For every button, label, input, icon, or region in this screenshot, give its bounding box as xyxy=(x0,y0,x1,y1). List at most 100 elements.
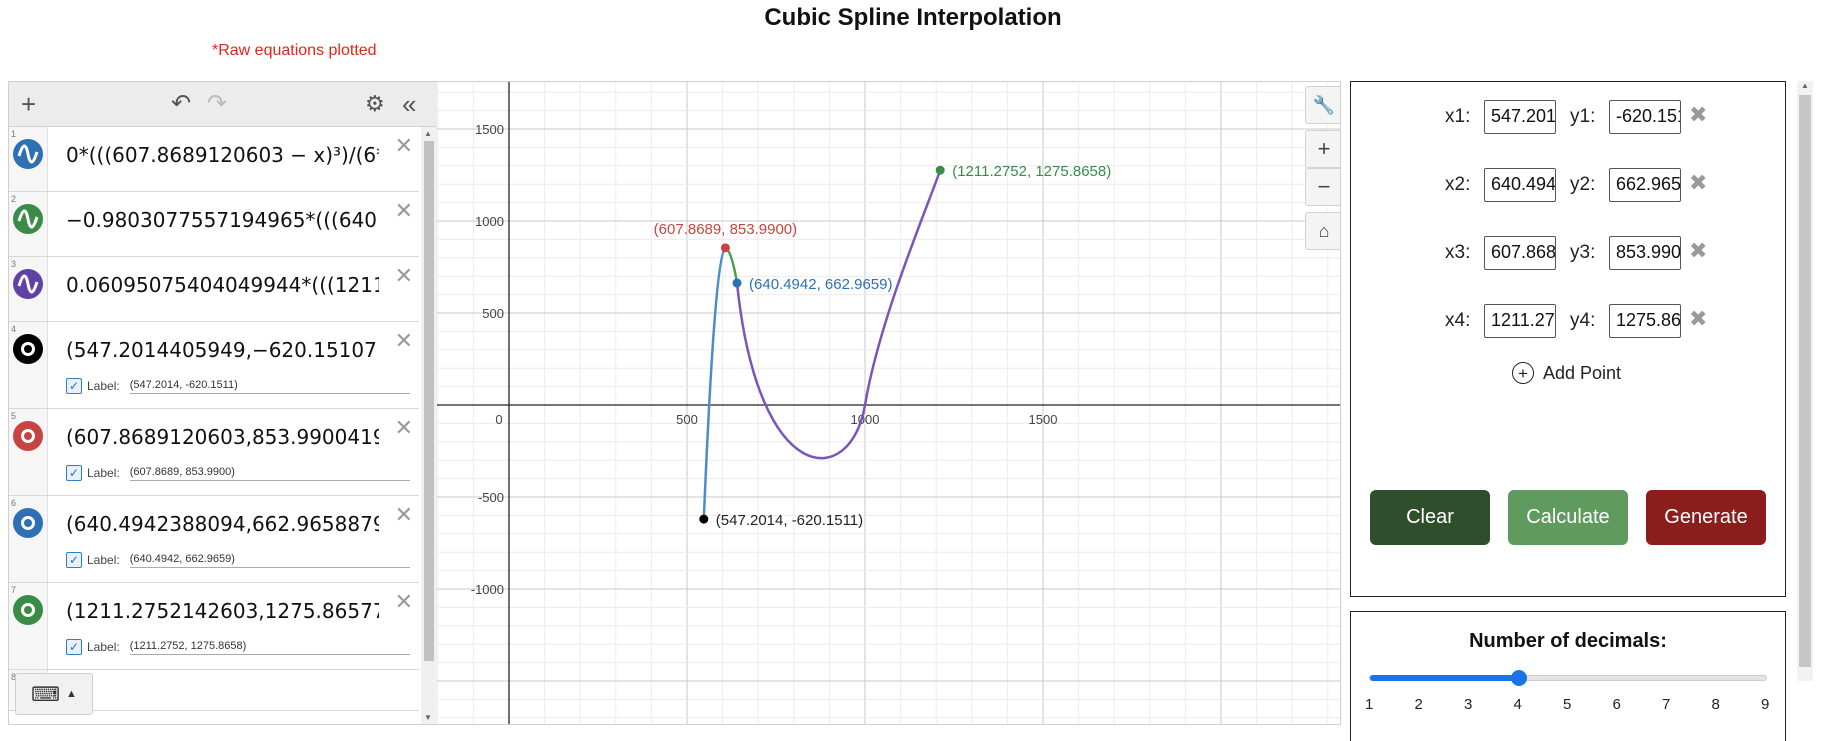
label-input[interactable]: (607.8689, 853.9900) xyxy=(129,466,410,481)
zoom-in-button[interactable]: + xyxy=(1305,130,1340,168)
clear-button[interactable]: Clear xyxy=(1370,490,1490,545)
point-icon[interactable] xyxy=(13,595,43,625)
close-icon[interactable]: ✕ xyxy=(394,328,413,353)
remove-point-icon[interactable]: ✖ xyxy=(1689,238,1708,263)
label-caption: Label: xyxy=(87,466,120,480)
label-caption: Label: xyxy=(87,553,120,567)
expression-input[interactable]: (640.4942388094,662.9658879 xyxy=(66,512,379,536)
keyboard-toggle-button[interactable]: ⌨ ▲ xyxy=(15,673,93,715)
graph-canvas[interactable]: 0 500 1000 1500 1500 1000 500 -500 -1000 (547.201… xyxy=(437,82,1340,724)
point-label: (640.4942, 662.9659) xyxy=(749,276,892,293)
zoom-out-button[interactable]: − xyxy=(1305,168,1340,206)
calculate-button[interactable]: Calculate xyxy=(1508,490,1628,545)
expression-number: 3 xyxy=(11,259,17,269)
remove-point-icon[interactable]: ✖ xyxy=(1689,306,1708,331)
caret-up-icon: ▲ xyxy=(65,688,77,700)
label-checkbox[interactable]: ✓ xyxy=(66,639,82,655)
point-icon[interactable] xyxy=(13,334,43,364)
label-input[interactable]: (1211.2752, 1275.8658) xyxy=(129,640,410,655)
y-label: y4: xyxy=(1570,310,1596,331)
expression-row[interactable]: 4 (547.2014405949,−620.1510714 ✕ ✓ Label: (54… xyxy=(9,322,419,409)
remove-point-icon[interactable]: ✖ xyxy=(1689,170,1708,195)
x-input[interactable]: 607.8689 xyxy=(1484,236,1556,270)
gear-icon[interactable]: ⚙ xyxy=(365,91,385,116)
page-scrollbar-thumb[interactable] xyxy=(1799,95,1811,667)
decimals-slider[interactable] xyxy=(1369,670,1767,686)
points-panel: x1: 547.2014 y1: -620.151 ✖ x2: 640.4942 y2: 662… xyxy=(1350,81,1786,597)
wrench-icon[interactable]: 🔧 xyxy=(1305,86,1340,124)
x-input[interactable]: 1211.2752 xyxy=(1484,304,1556,338)
expression-input[interactable]: −0.9803077557194965*(((640.494 xyxy=(66,208,379,232)
wave-icon[interactable] xyxy=(13,204,43,234)
point-icon[interactable] xyxy=(13,508,43,538)
close-icon[interactable]: ✕ xyxy=(394,263,413,288)
expression-scrollbar[interactable]: ▲ ▼ xyxy=(421,127,437,724)
label-row: ✓ Label: (640.4942, 662.9659) xyxy=(66,552,410,568)
expression-number: 4 xyxy=(11,324,17,334)
x-tick-label: 1000 xyxy=(851,412,880,427)
point-row: x2: 640.4942 y2: 662.9659 ✖ xyxy=(1351,168,1785,204)
y-input[interactable]: -620.151 xyxy=(1609,100,1681,134)
expression-row[interactable]: 1 0*(((607.8689120603 − x)³)/(6*60 ✕ xyxy=(9,127,419,192)
expression-row[interactable]: 6 (640.4942388094,662.9658879 ✕ ✓ Label: (640… xyxy=(9,496,419,583)
expression-list: 1 0*(((607.8689120603 − x)³)/(6*60 ✕ 2 −0.98… xyxy=(9,127,419,724)
keyboard-icon: ⌨ xyxy=(31,683,60,706)
expression-input[interactable]: (547.2014405949,−620.1510714 xyxy=(66,338,379,362)
label-checkbox[interactable]: ✓ xyxy=(66,552,82,568)
close-icon[interactable]: ✕ xyxy=(394,198,413,223)
home-icon[interactable]: ⌂ xyxy=(1305,212,1340,250)
scrollbar-thumb[interactable] xyxy=(424,141,434,661)
expression-row[interactable]: 5 (607.8689120603,853.9900419 ✕ ✓ Label: (607… xyxy=(9,409,419,496)
remove-point-icon[interactable]: ✖ xyxy=(1689,102,1708,127)
add-point-button[interactable]: + Add Point xyxy=(1512,362,1621,384)
point-row: x1: 547.2014 y1: -620.151 ✖ xyxy=(1351,100,1785,136)
data-point xyxy=(720,243,730,253)
x-input[interactable]: 640.4942 xyxy=(1484,168,1556,202)
label-caption: Label: xyxy=(87,379,120,393)
expression-row[interactable]: 7 (1211.2752142603,1275.865774 ✕ ✓ Label: (12… xyxy=(9,583,419,670)
point-row: x4: 1211.2752 y4: 1275.8658 ✖ xyxy=(1351,304,1785,340)
expression-input[interactable]: 0*(((607.8689120603 − x)³)/(6*60 xyxy=(66,143,379,167)
y-tick-label: -500 xyxy=(478,490,504,505)
close-icon[interactable]: ✕ xyxy=(394,415,413,440)
y-input[interactable]: 662.9659 xyxy=(1609,168,1681,202)
close-icon[interactable]: ✕ xyxy=(394,502,413,527)
undo-icon[interactable]: ↶ xyxy=(171,90,192,117)
x-input[interactable]: 547.2014 xyxy=(1484,100,1556,134)
close-icon[interactable]: ✕ xyxy=(394,133,413,158)
double-chevron-left-icon[interactable]: « xyxy=(402,89,417,119)
label-row: ✓ Label: (607.8689, 853.9900) xyxy=(66,465,410,481)
decimals-title: Number of decimals: xyxy=(1469,630,1667,652)
data-point xyxy=(732,278,742,288)
y-input[interactable]: 853.9900 xyxy=(1609,236,1681,270)
wave-icon[interactable] xyxy=(13,139,43,169)
label-checkbox[interactable]: ✓ xyxy=(66,378,82,394)
plus-icon[interactable]: + xyxy=(21,89,37,119)
expression-input[interactable]: 0.06095075404049944*(((1211.27 xyxy=(66,273,379,297)
slider-thumb[interactable] xyxy=(1510,670,1527,686)
x-label: x2: xyxy=(1445,174,1471,195)
decimals-tick: 2 xyxy=(1414,696,1423,713)
page-scrollbar[interactable]: ▲ xyxy=(1797,81,1813,681)
decimals-tick: 4 xyxy=(1513,696,1522,713)
label-checkbox[interactable]: ✓ xyxy=(66,465,82,481)
y-tick-label: 1000 xyxy=(475,214,504,229)
data-point xyxy=(935,165,945,175)
generate-button[interactable]: Generate xyxy=(1646,490,1766,545)
point-label: (607.8689, 853.9900) xyxy=(654,221,797,238)
redo-icon[interactable]: ↷ xyxy=(207,90,228,117)
x-tick-label: 1500 xyxy=(1029,412,1058,427)
expression-row[interactable]: 2 −0.9803077557194965*(((640.494 ✕ xyxy=(9,192,419,257)
label-input[interactable]: (640.4942, 662.9659) xyxy=(129,553,410,568)
label-input[interactable]: (547.2014, -620.1511) xyxy=(129,379,410,394)
point-icon[interactable] xyxy=(13,421,43,451)
expression-row[interactable]: 3 0.06095075404049944*(((1211.27 ✕ xyxy=(9,257,419,322)
expression-input[interactable]: (607.8689120603,853.9900419 xyxy=(66,425,379,449)
decimals-tick: 6 xyxy=(1612,696,1621,713)
graph-area[interactable]: 0 500 1000 1500 1500 1000 500 -500 -1000 (547.201… xyxy=(437,82,1340,724)
y-input[interactable]: 1275.8658 xyxy=(1609,304,1681,338)
decimals-tick: 3 xyxy=(1464,696,1473,713)
expression-input[interactable]: (1211.2752142603,1275.865774 xyxy=(66,599,379,623)
wave-icon[interactable] xyxy=(13,269,43,299)
close-icon[interactable]: ✕ xyxy=(394,589,413,614)
